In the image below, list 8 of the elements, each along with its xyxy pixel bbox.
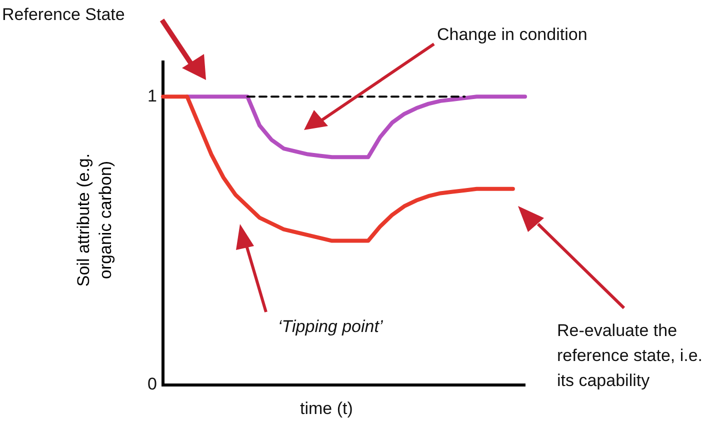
y-tick-label: 0 — [148, 374, 157, 394]
annotation: ‘Tipping point’ — [278, 316, 383, 338]
text: Change in condition — [437, 24, 588, 46]
text: Reference State — [2, 4, 125, 26]
y-tick-label: 1 — [148, 86, 157, 106]
text: Re-evaluate the reference state, i.e. its capability — [557, 320, 704, 392]
x-axis-title: time (t) — [300, 398, 353, 420]
y-axis-title: Soil attribute (e.g. organic carbon) — [73, 152, 116, 289]
